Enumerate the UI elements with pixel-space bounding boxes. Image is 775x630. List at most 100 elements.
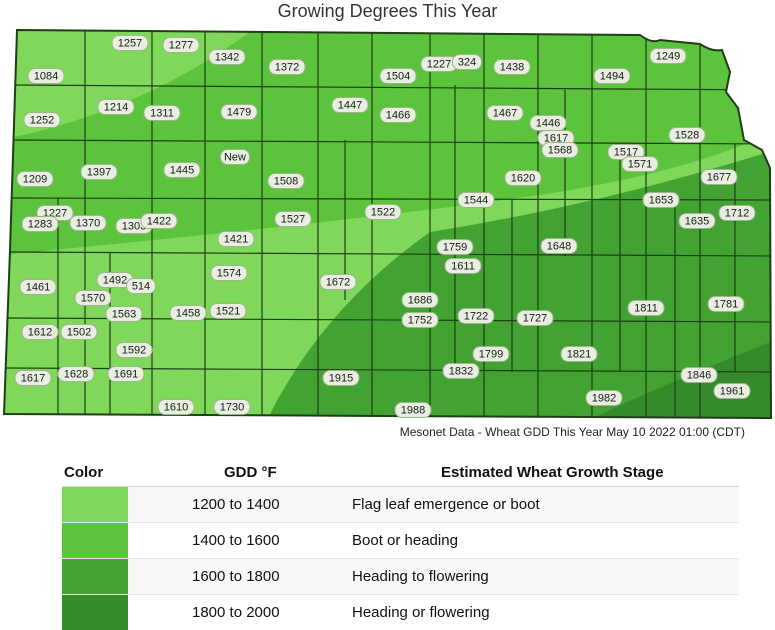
station-value: 1730 <box>220 402 244 414</box>
station-label: 1620 <box>505 171 541 186</box>
station-label: 1422 <box>141 214 177 229</box>
legend-header-stage: Estimated Wheat Growth Stage <box>351 459 739 487</box>
station-label: 1421 <box>218 232 254 247</box>
station-value: 1447 <box>338 100 362 112</box>
station-label: 1611 <box>445 259 481 274</box>
station-label: 1915 <box>323 371 359 386</box>
station-label: 1727 <box>517 311 553 326</box>
station-value: 1982 <box>592 393 616 405</box>
station-value: 1372 <box>275 62 299 74</box>
station-label: 1084 <box>28 69 64 84</box>
station-label: 1252 <box>24 113 60 128</box>
station-label: 1759 <box>437 240 473 255</box>
station-value: 1571 <box>628 159 652 171</box>
station-value: 1653 <box>649 195 673 207</box>
station-value: 1620 <box>511 173 535 185</box>
station-label: 1214 <box>98 100 134 115</box>
station-value: 1370 <box>76 218 100 230</box>
station-value: 1915 <box>329 373 353 385</box>
station-value: 1611 <box>451 261 475 273</box>
station-value: 1521 <box>216 306 240 318</box>
map-caption: Mesonet Data - Wheat GDD This Year May 1… <box>400 425 745 439</box>
station-value: 1686 <box>408 295 432 307</box>
station-label: 1982 <box>586 391 622 406</box>
station-label: New <box>221 150 250 165</box>
station-value: 1283 <box>28 219 52 231</box>
station-label: 1563 <box>106 307 142 322</box>
station-label: 1846 <box>681 368 717 383</box>
station-value: 1467 <box>493 108 517 120</box>
station-label: 1781 <box>708 297 744 312</box>
station-value: 1592 <box>122 345 146 357</box>
station-value: 1563 <box>112 309 136 321</box>
station-label: 1502 <box>61 325 97 340</box>
station-label: 1257 <box>112 36 148 51</box>
legend-gdd-range: 1800 to 2000 <box>128 595 351 630</box>
station-value: 1209 <box>23 174 47 186</box>
station-label: 1570 <box>75 291 111 306</box>
legend-gdd-range: 1200 to 1400 <box>128 487 351 523</box>
station-value: 1084 <box>34 71 58 83</box>
station-value: 1494 <box>600 71 624 83</box>
station-label: 1227 <box>421 57 457 72</box>
station-label: 1672 <box>320 275 356 290</box>
station-value: 1504 <box>386 71 410 83</box>
station-label: 1446 <box>530 116 566 131</box>
station-value: 1508 <box>274 176 298 188</box>
station-label: 1521 <box>210 304 246 319</box>
station-value: 1397 <box>87 167 111 179</box>
station-label: 1527 <box>275 212 311 227</box>
station-label: 1544 <box>458 193 494 208</box>
legend-swatch <box>62 487 128 523</box>
station-label: 1628 <box>58 367 94 382</box>
legend-growth-stage: Boot or heading <box>351 523 739 559</box>
station-label: 1522 <box>365 205 401 220</box>
station-label: 1447 <box>332 98 368 113</box>
station-value: 1522 <box>371 207 395 219</box>
station-label: 1811 <box>628 301 664 316</box>
station-value: 1466 <box>386 110 410 122</box>
station-label: 1686 <box>402 293 438 308</box>
station-value: 1445 <box>170 165 194 177</box>
station-value: 1461 <box>26 282 50 294</box>
station-value: 1610 <box>164 402 188 414</box>
station-value: 1277 <box>169 40 193 52</box>
station-value: 1422 <box>147 216 171 228</box>
station-label: 1249 <box>650 49 686 64</box>
legend-growth-stage: Flag leaf emergence or boot <box>351 487 739 523</box>
station-value: 1628 <box>64 369 88 381</box>
station-value: 1311 <box>150 108 174 120</box>
legend-table: Color GDD °F Estimated Wheat Growth Stag… <box>62 459 739 630</box>
station-label: 1617 <box>15 371 51 386</box>
station-value: 1722 <box>464 311 488 323</box>
station-value: 1617 <box>21 373 45 385</box>
station-value: 1635 <box>685 216 709 228</box>
station-value: 1446 <box>536 118 560 130</box>
station-label: 1571 <box>622 157 658 172</box>
station-label: 1277 <box>163 38 199 53</box>
station-label: 1397 <box>81 165 117 180</box>
station-label: 1722 <box>458 309 494 324</box>
station-value: 1574 <box>217 268 241 280</box>
station-label: 1372 <box>269 60 305 75</box>
station-value: 1799 <box>479 349 503 361</box>
station-value: 324 <box>458 57 476 69</box>
station-value: 1249 <box>656 51 680 63</box>
station-value: 1988 <box>401 405 425 417</box>
station-label: 1799 <box>473 347 509 362</box>
legend-header-row: Color GDD °F Estimated Wheat Growth Stag… <box>62 459 739 487</box>
station-label: 1209 <box>17 172 53 187</box>
station-value: 1421 <box>224 234 248 246</box>
station-label: 514 <box>127 279 156 294</box>
station-label: 1648 <box>541 239 577 254</box>
station-value: 1677 <box>707 172 731 184</box>
station-value: 1252 <box>30 115 54 127</box>
station-value: 1691 <box>114 369 138 381</box>
station-label: 1528 <box>669 128 705 143</box>
station-value: 1648 <box>547 241 571 253</box>
station-value: 1672 <box>326 277 350 289</box>
